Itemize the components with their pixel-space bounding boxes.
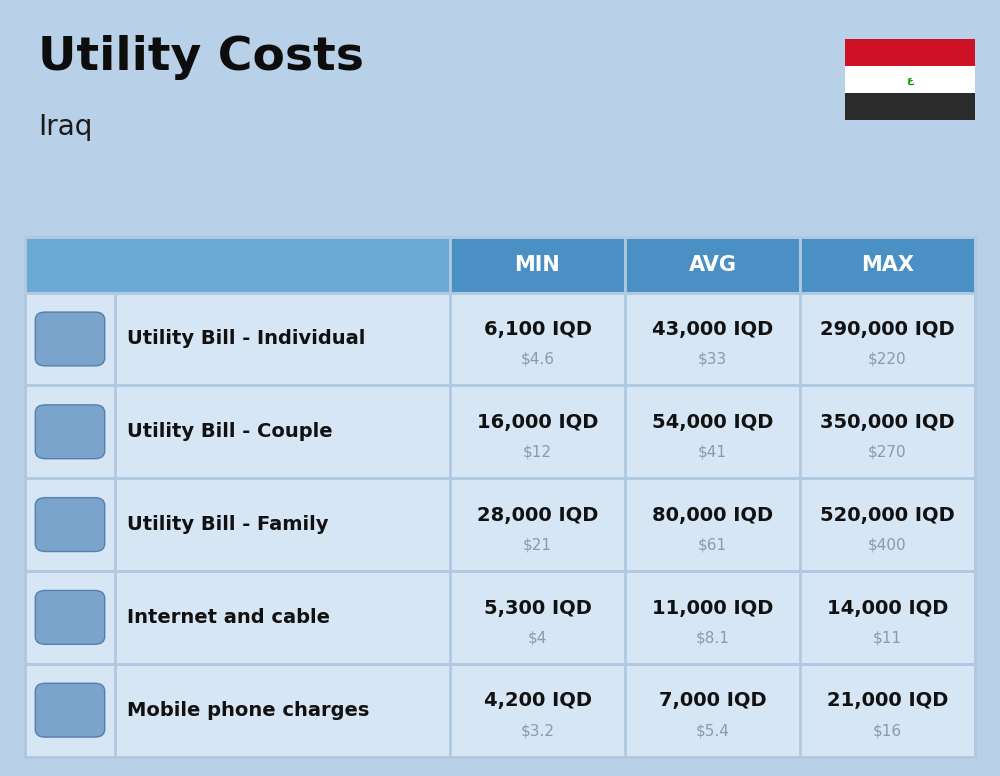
Text: 11,000 IQD: 11,000 IQD [652, 598, 773, 618]
Text: Iraq: Iraq [38, 113, 92, 140]
FancyBboxPatch shape [35, 683, 105, 737]
Text: 28,000 IQD: 28,000 IQD [477, 506, 598, 525]
Text: 290,000 IQD: 290,000 IQD [820, 320, 955, 339]
FancyBboxPatch shape [450, 237, 625, 293]
Text: Utility Bill - Couple: Utility Bill - Couple [127, 422, 333, 442]
FancyBboxPatch shape [25, 478, 975, 571]
Text: 5,300 IQD: 5,300 IQD [484, 598, 591, 618]
FancyBboxPatch shape [25, 237, 975, 757]
Text: ع: ع [907, 74, 913, 85]
Text: $41: $41 [698, 445, 727, 459]
Text: Internet and cable: Internet and cable [127, 608, 330, 627]
Text: 43,000 IQD: 43,000 IQD [652, 320, 773, 339]
Text: 6,100 IQD: 6,100 IQD [484, 320, 592, 339]
Text: 16,000 IQD: 16,000 IQD [477, 413, 598, 432]
FancyBboxPatch shape [35, 405, 105, 459]
FancyBboxPatch shape [35, 591, 105, 644]
Text: $21: $21 [523, 538, 552, 553]
FancyBboxPatch shape [25, 386, 975, 478]
Text: Mobile phone charges: Mobile phone charges [127, 701, 369, 719]
Text: MIN: MIN [515, 255, 560, 275]
Text: MAX: MAX [861, 255, 914, 275]
Text: $3.2: $3.2 [520, 723, 554, 738]
FancyBboxPatch shape [845, 93, 975, 120]
FancyBboxPatch shape [25, 663, 975, 757]
Text: $400: $400 [868, 538, 907, 553]
Text: Utility Costs: Utility Costs [38, 35, 364, 80]
FancyBboxPatch shape [625, 237, 800, 293]
Text: $11: $11 [873, 630, 902, 646]
FancyBboxPatch shape [35, 312, 105, 366]
Text: 14,000 IQD: 14,000 IQD [827, 598, 948, 618]
Text: $16: $16 [873, 723, 902, 738]
Text: 54,000 IQD: 54,000 IQD [652, 413, 773, 432]
Text: $220: $220 [868, 352, 907, 367]
FancyBboxPatch shape [35, 497, 105, 552]
Text: AVG: AVG [688, 255, 736, 275]
Text: $4.6: $4.6 [520, 352, 554, 367]
Text: Utility Bill - Individual: Utility Bill - Individual [127, 330, 365, 348]
Text: 520,000 IQD: 520,000 IQD [820, 506, 955, 525]
Text: 21,000 IQD: 21,000 IQD [827, 691, 948, 710]
FancyBboxPatch shape [845, 66, 975, 93]
FancyBboxPatch shape [25, 237, 450, 293]
Text: $33: $33 [698, 352, 727, 367]
FancyBboxPatch shape [800, 237, 975, 293]
Text: $61: $61 [698, 538, 727, 553]
FancyBboxPatch shape [845, 39, 975, 66]
FancyBboxPatch shape [25, 293, 975, 386]
Text: 7,000 IQD: 7,000 IQD [659, 691, 766, 710]
Text: $270: $270 [868, 445, 907, 459]
Text: 4,200 IQD: 4,200 IQD [484, 691, 592, 710]
Text: 80,000 IQD: 80,000 IQD [652, 506, 773, 525]
Text: $12: $12 [523, 445, 552, 459]
Text: $5.4: $5.4 [696, 723, 729, 738]
Text: Utility Bill - Family: Utility Bill - Family [127, 515, 328, 534]
Text: 350,000 IQD: 350,000 IQD [820, 413, 955, 432]
Text: $8.1: $8.1 [696, 630, 729, 646]
FancyBboxPatch shape [25, 571, 975, 663]
Text: $4: $4 [528, 630, 547, 646]
